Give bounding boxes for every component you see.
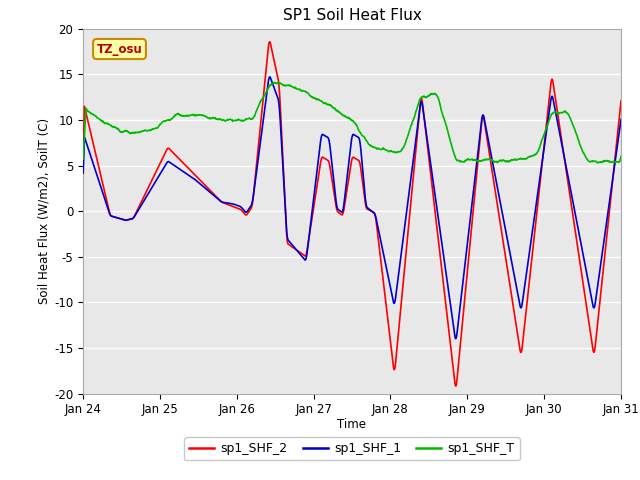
Y-axis label: Soil Heat Flux (W/m2), SoilT (C): Soil Heat Flux (W/m2), SoilT (C)	[37, 118, 50, 304]
Text: TZ_osu: TZ_osu	[97, 43, 142, 56]
X-axis label: Time: Time	[337, 418, 367, 431]
Title: SP1 Soil Heat Flux: SP1 Soil Heat Flux	[283, 9, 421, 24]
Legend: sp1_SHF_2, sp1_SHF_1, sp1_SHF_T: sp1_SHF_2, sp1_SHF_1, sp1_SHF_T	[184, 437, 520, 460]
